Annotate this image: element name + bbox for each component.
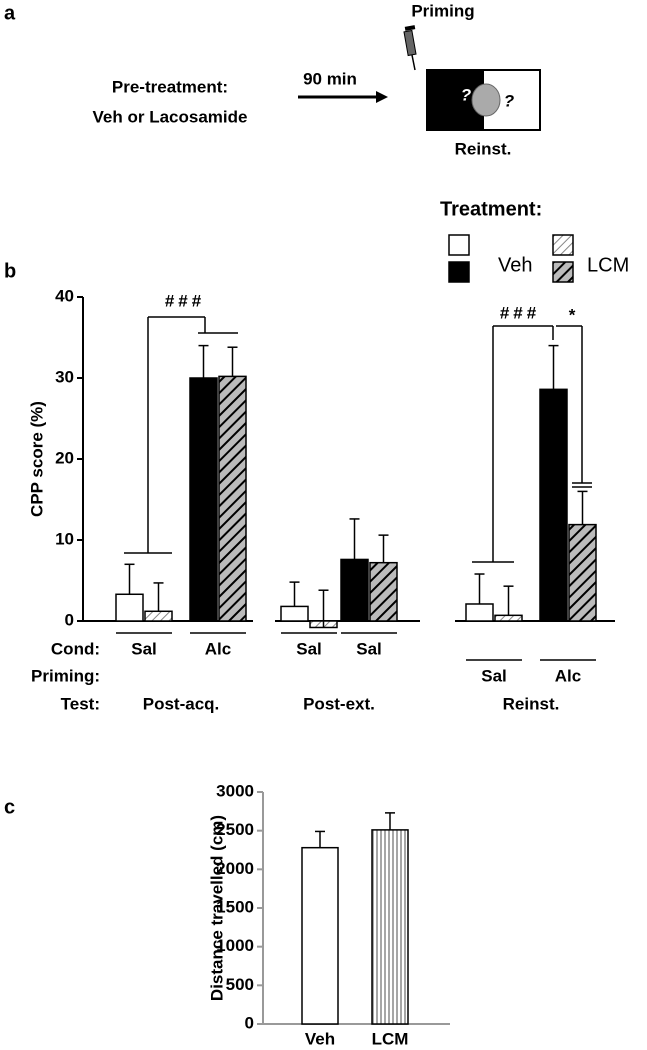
- x-tick-label: Sal: [131, 639, 157, 658]
- section-label: Post-acq.: [143, 694, 220, 713]
- y-tick-label: 2500: [216, 820, 254, 839]
- bar: [115, 593, 144, 622]
- legend-swatch: [448, 234, 470, 256]
- legend-swatch: [448, 261, 470, 283]
- significance-label: ###: [165, 291, 205, 310]
- test-label: Reinst.: [455, 139, 512, 158]
- y-tick-label: 10: [55, 529, 74, 548]
- y-tick-label: 40: [55, 286, 74, 305]
- legend-title: Treatment:: [440, 198, 542, 220]
- mouse-icon: [471, 83, 501, 117]
- bar: [568, 523, 597, 622]
- pretreatment-label: Pre-treatment:: [112, 77, 228, 96]
- panel-label: b: [4, 260, 16, 282]
- bar: [280, 605, 309, 622]
- significance-label: *: [569, 305, 576, 324]
- x-tick-label: LCM: [372, 1029, 409, 1048]
- delay-label: 90 min: [303, 69, 357, 88]
- y-tick-label: 1000: [216, 936, 254, 955]
- bar: [340, 558, 369, 622]
- bar: [371, 829, 409, 1025]
- section-label: Reinst.: [503, 694, 560, 713]
- question-mark: ?: [504, 91, 515, 110]
- x-tick-label: Alc: [205, 639, 231, 658]
- priming-label: Priming: [411, 1, 474, 20]
- row-label: Cond:: [51, 639, 100, 658]
- y-tick-label: 500: [226, 975, 254, 994]
- panel-label: c: [4, 796, 15, 818]
- bar: [369, 561, 398, 622]
- x-tick-label: Sal: [481, 666, 507, 685]
- y-tick-label: 3000: [216, 781, 254, 800]
- section-label: Post-ext.: [303, 694, 375, 713]
- drug-label: Veh or Lacosamide: [93, 107, 248, 126]
- bar: [539, 388, 568, 622]
- x-tick-label: Sal: [356, 639, 382, 658]
- x-tick-label: Sal: [296, 639, 322, 658]
- legend-label: Veh: [498, 254, 532, 276]
- row-label: Test:: [61, 694, 100, 713]
- legend-swatch: [552, 261, 574, 283]
- significance-label: ###: [500, 303, 540, 322]
- y-axis-title: Distance travelled (cm): [207, 815, 226, 1001]
- bar: [144, 610, 173, 622]
- bar: [301, 846, 339, 1025]
- y-tick-label: 30: [55, 367, 74, 386]
- legend-label: LCM: [587, 254, 629, 276]
- y-tick-label: 2000: [216, 859, 254, 878]
- y-tick-label: 20: [55, 448, 74, 467]
- arrow-head: [376, 91, 388, 103]
- bar: [494, 614, 523, 622]
- y-tick-label: 0: [65, 610, 74, 629]
- y-tick-label: 0: [245, 1013, 254, 1032]
- legend-swatch: [552, 234, 574, 256]
- bar: [465, 603, 494, 622]
- x-tick-label: Alc: [555, 666, 581, 685]
- syringe-icon: [403, 25, 417, 71]
- panel-label: a: [4, 2, 16, 24]
- panel-a: a Priming Pre-treatment: Veh or Lacosami…: [4, 1, 541, 158]
- question-mark: ?: [461, 85, 472, 104]
- x-tick-label: Veh: [305, 1029, 335, 1048]
- bar: [218, 375, 247, 622]
- row-label: Priming:: [31, 666, 100, 685]
- bar: [189, 377, 218, 622]
- y-axis-title: CPP score (%): [27, 401, 46, 517]
- y-tick-label: 1500: [216, 897, 254, 916]
